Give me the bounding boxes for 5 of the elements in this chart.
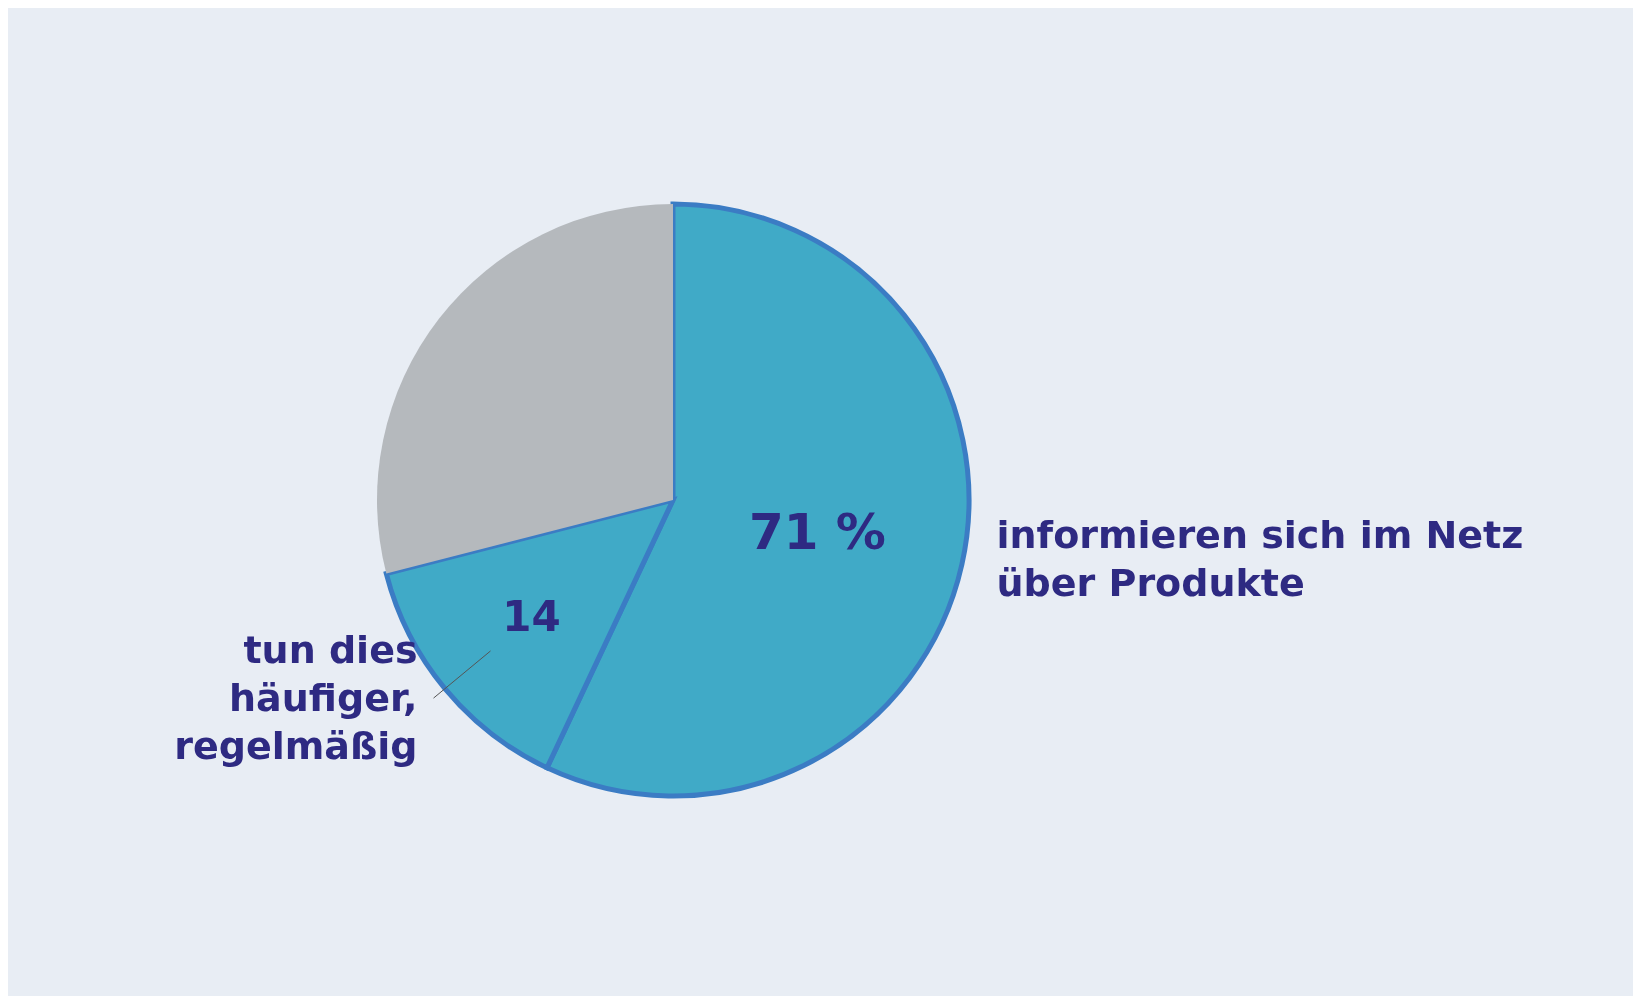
slice-label: informieren sich im Netz über Produkte — [996, 513, 1524, 606]
slice-label: tun dies häufiger, regelmäßig — [174, 628, 418, 769]
text: 71 % — [748, 503, 886, 562]
data-label: 14 — [502, 592, 561, 642]
pie-slice — [377, 204, 673, 574]
